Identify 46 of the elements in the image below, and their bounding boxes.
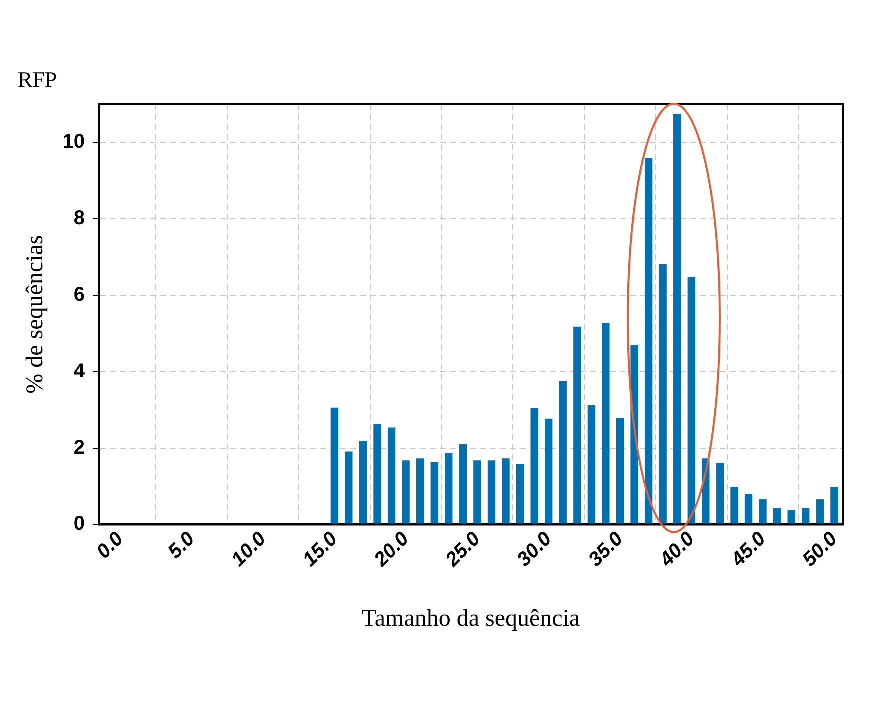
y-tick-label: 6 [74, 284, 86, 306]
x-tick-label: 0.0 [92, 528, 128, 564]
bar [802, 508, 810, 525]
bar [502, 458, 510, 525]
bar [688, 277, 696, 525]
bar [488, 460, 496, 525]
bar [616, 418, 624, 525]
y-tick-label: 8 [74, 208, 86, 230]
bar [744, 494, 753, 525]
x-axis-title: Tamanho da sequência [362, 606, 580, 632]
bar [459, 444, 467, 525]
bar [559, 381, 567, 525]
bar [516, 464, 524, 525]
bar [330, 408, 338, 525]
bar [816, 500, 824, 525]
bar [545, 418, 553, 525]
bar [674, 114, 682, 525]
bar [716, 463, 724, 525]
bar [574, 326, 582, 525]
bar [759, 500, 767, 525]
y-axis-title: % de sequências [22, 235, 49, 394]
bar [602, 323, 610, 525]
bar [830, 487, 838, 525]
bar [416, 458, 424, 525]
y-tick-label: 2 [74, 436, 86, 459]
y-tick-label: 0 [74, 513, 86, 536]
y-tick-label: 10 [62, 131, 86, 154]
chart-title: RFP [18, 66, 58, 92]
bar [430, 462, 438, 525]
bar [730, 487, 738, 525]
bar [530, 408, 538, 525]
bar [345, 452, 353, 525]
bar [402, 460, 410, 525]
bar [644, 158, 653, 525]
bar [374, 424, 382, 525]
bar [445, 453, 453, 525]
bar [773, 508, 782, 525]
y-tick-label: 4 [74, 360, 86, 382]
x-tick-label: 5.0 [164, 528, 200, 564]
bar [788, 510, 796, 525]
bar [659, 264, 667, 525]
bar [588, 406, 596, 525]
bar [359, 441, 368, 525]
bar [388, 428, 396, 525]
bar [474, 460, 482, 525]
bar [630, 345, 638, 525]
